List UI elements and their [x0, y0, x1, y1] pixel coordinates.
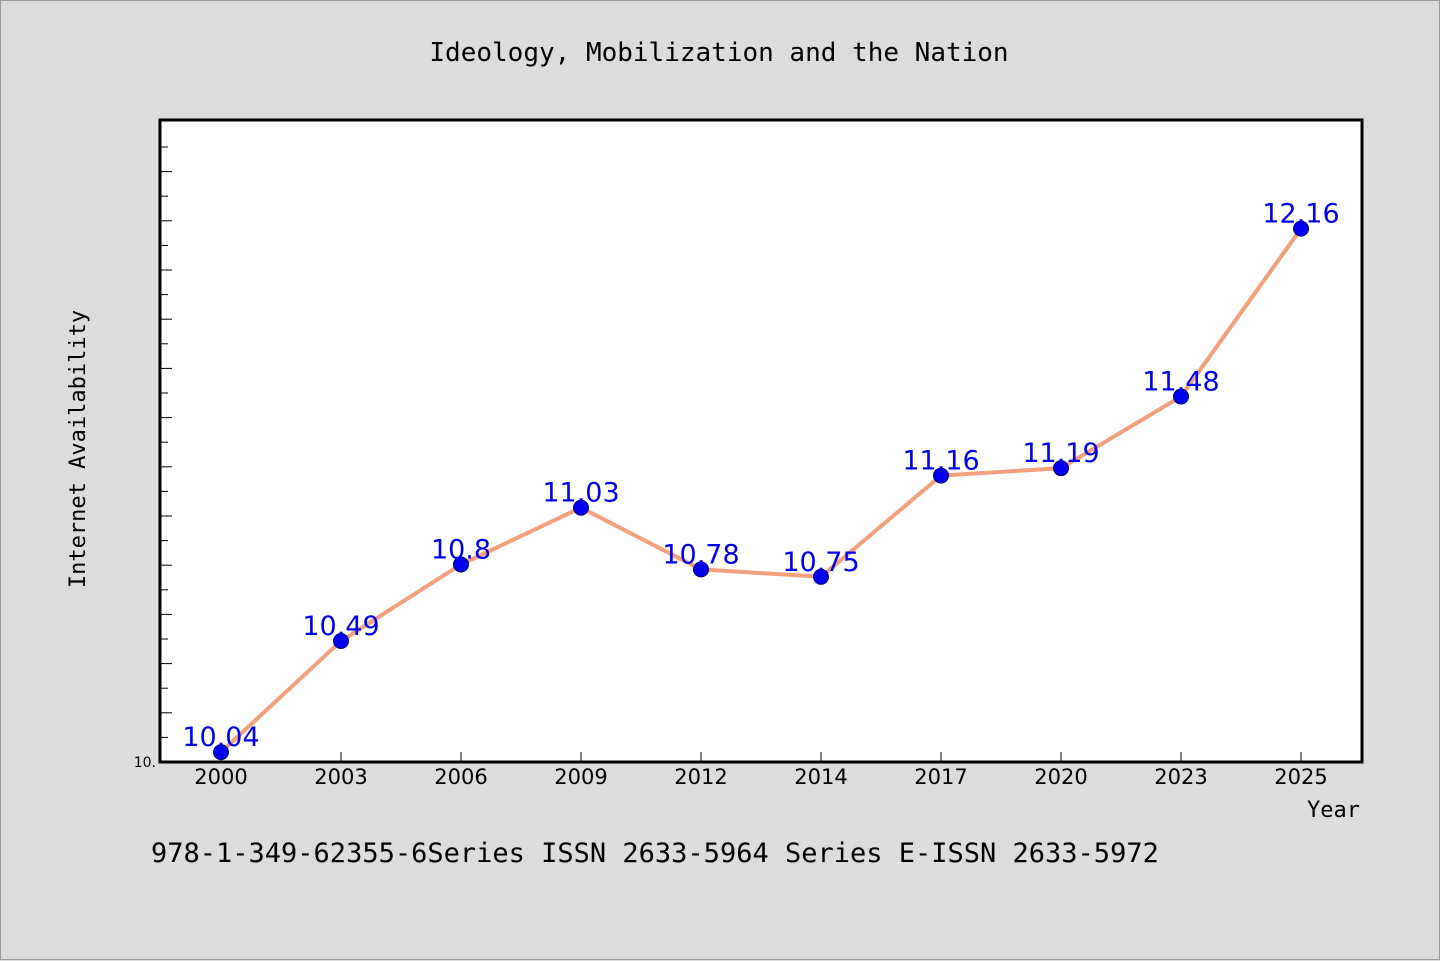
- x-axis-ticks: [220, 752, 1302, 762]
- x-tick-label: 2020: [1034, 765, 1087, 789]
- data-label: 11.03: [542, 478, 619, 509]
- x-tick-label: 2014: [794, 765, 847, 789]
- data-point: [333, 633, 349, 650]
- x-axis-tick-labels: 2000 2003 2006 2009 2012 2014 2017 2020 2023 2025: [194, 765, 1327, 789]
- x-tick-label: 2012: [674, 765, 727, 789]
- data-label: 11.16: [902, 446, 979, 477]
- data-label: 11.19: [1022, 438, 1099, 469]
- data-label: 10.04: [182, 722, 259, 753]
- data-point: [1173, 388, 1189, 405]
- chart-title: Ideology, Mobilization and the Nation: [429, 38, 1008, 68]
- data-point: [1053, 460, 1069, 477]
- y-axis-label: Internet Availability: [66, 310, 91, 588]
- data-point: [453, 556, 469, 573]
- data-label: 12.16: [1262, 199, 1339, 230]
- data-label: 10.49: [302, 611, 379, 642]
- data-point: [813, 568, 829, 585]
- y-tick-label: 10.: [134, 755, 156, 771]
- x-tick-label: 2003: [314, 765, 367, 789]
- x-tick-label: 2017: [914, 765, 967, 789]
- data-label: 10.75: [782, 547, 859, 578]
- data-point: [933, 467, 949, 484]
- footer-text: 978-1-349-62355-6Series ISSN 2633-5964 S…: [151, 838, 1159, 869]
- data-point: [213, 744, 229, 761]
- x-tick-label: 2023: [1154, 765, 1207, 789]
- data-point: [693, 561, 709, 578]
- x-tick-label: 2009: [554, 765, 607, 789]
- y-axis-tick-labels: 10.: [134, 755, 156, 771]
- x-tick-label: 2000: [194, 765, 247, 789]
- x-axis-label: Year: [1307, 798, 1360, 823]
- data-label: 11.48: [1142, 367, 1219, 398]
- data-point: [573, 499, 589, 516]
- data-point: [1293, 220, 1309, 237]
- data-labels: 10.04 10.49 10.8 11.03 10.78 10.75 11.16 11.19 1…: [182, 199, 1339, 753]
- x-tick-label: 2025: [1274, 765, 1327, 789]
- data-label: 10.8: [431, 534, 491, 565]
- series-line: [219, 227, 1303, 754]
- x-tick-label: 2006: [434, 765, 487, 789]
- plot-area: [158, 118, 1364, 764]
- y-axis-ticks: [160, 146, 172, 738]
- data-label: 10.78: [662, 539, 739, 570]
- series-markers: [213, 220, 1309, 761]
